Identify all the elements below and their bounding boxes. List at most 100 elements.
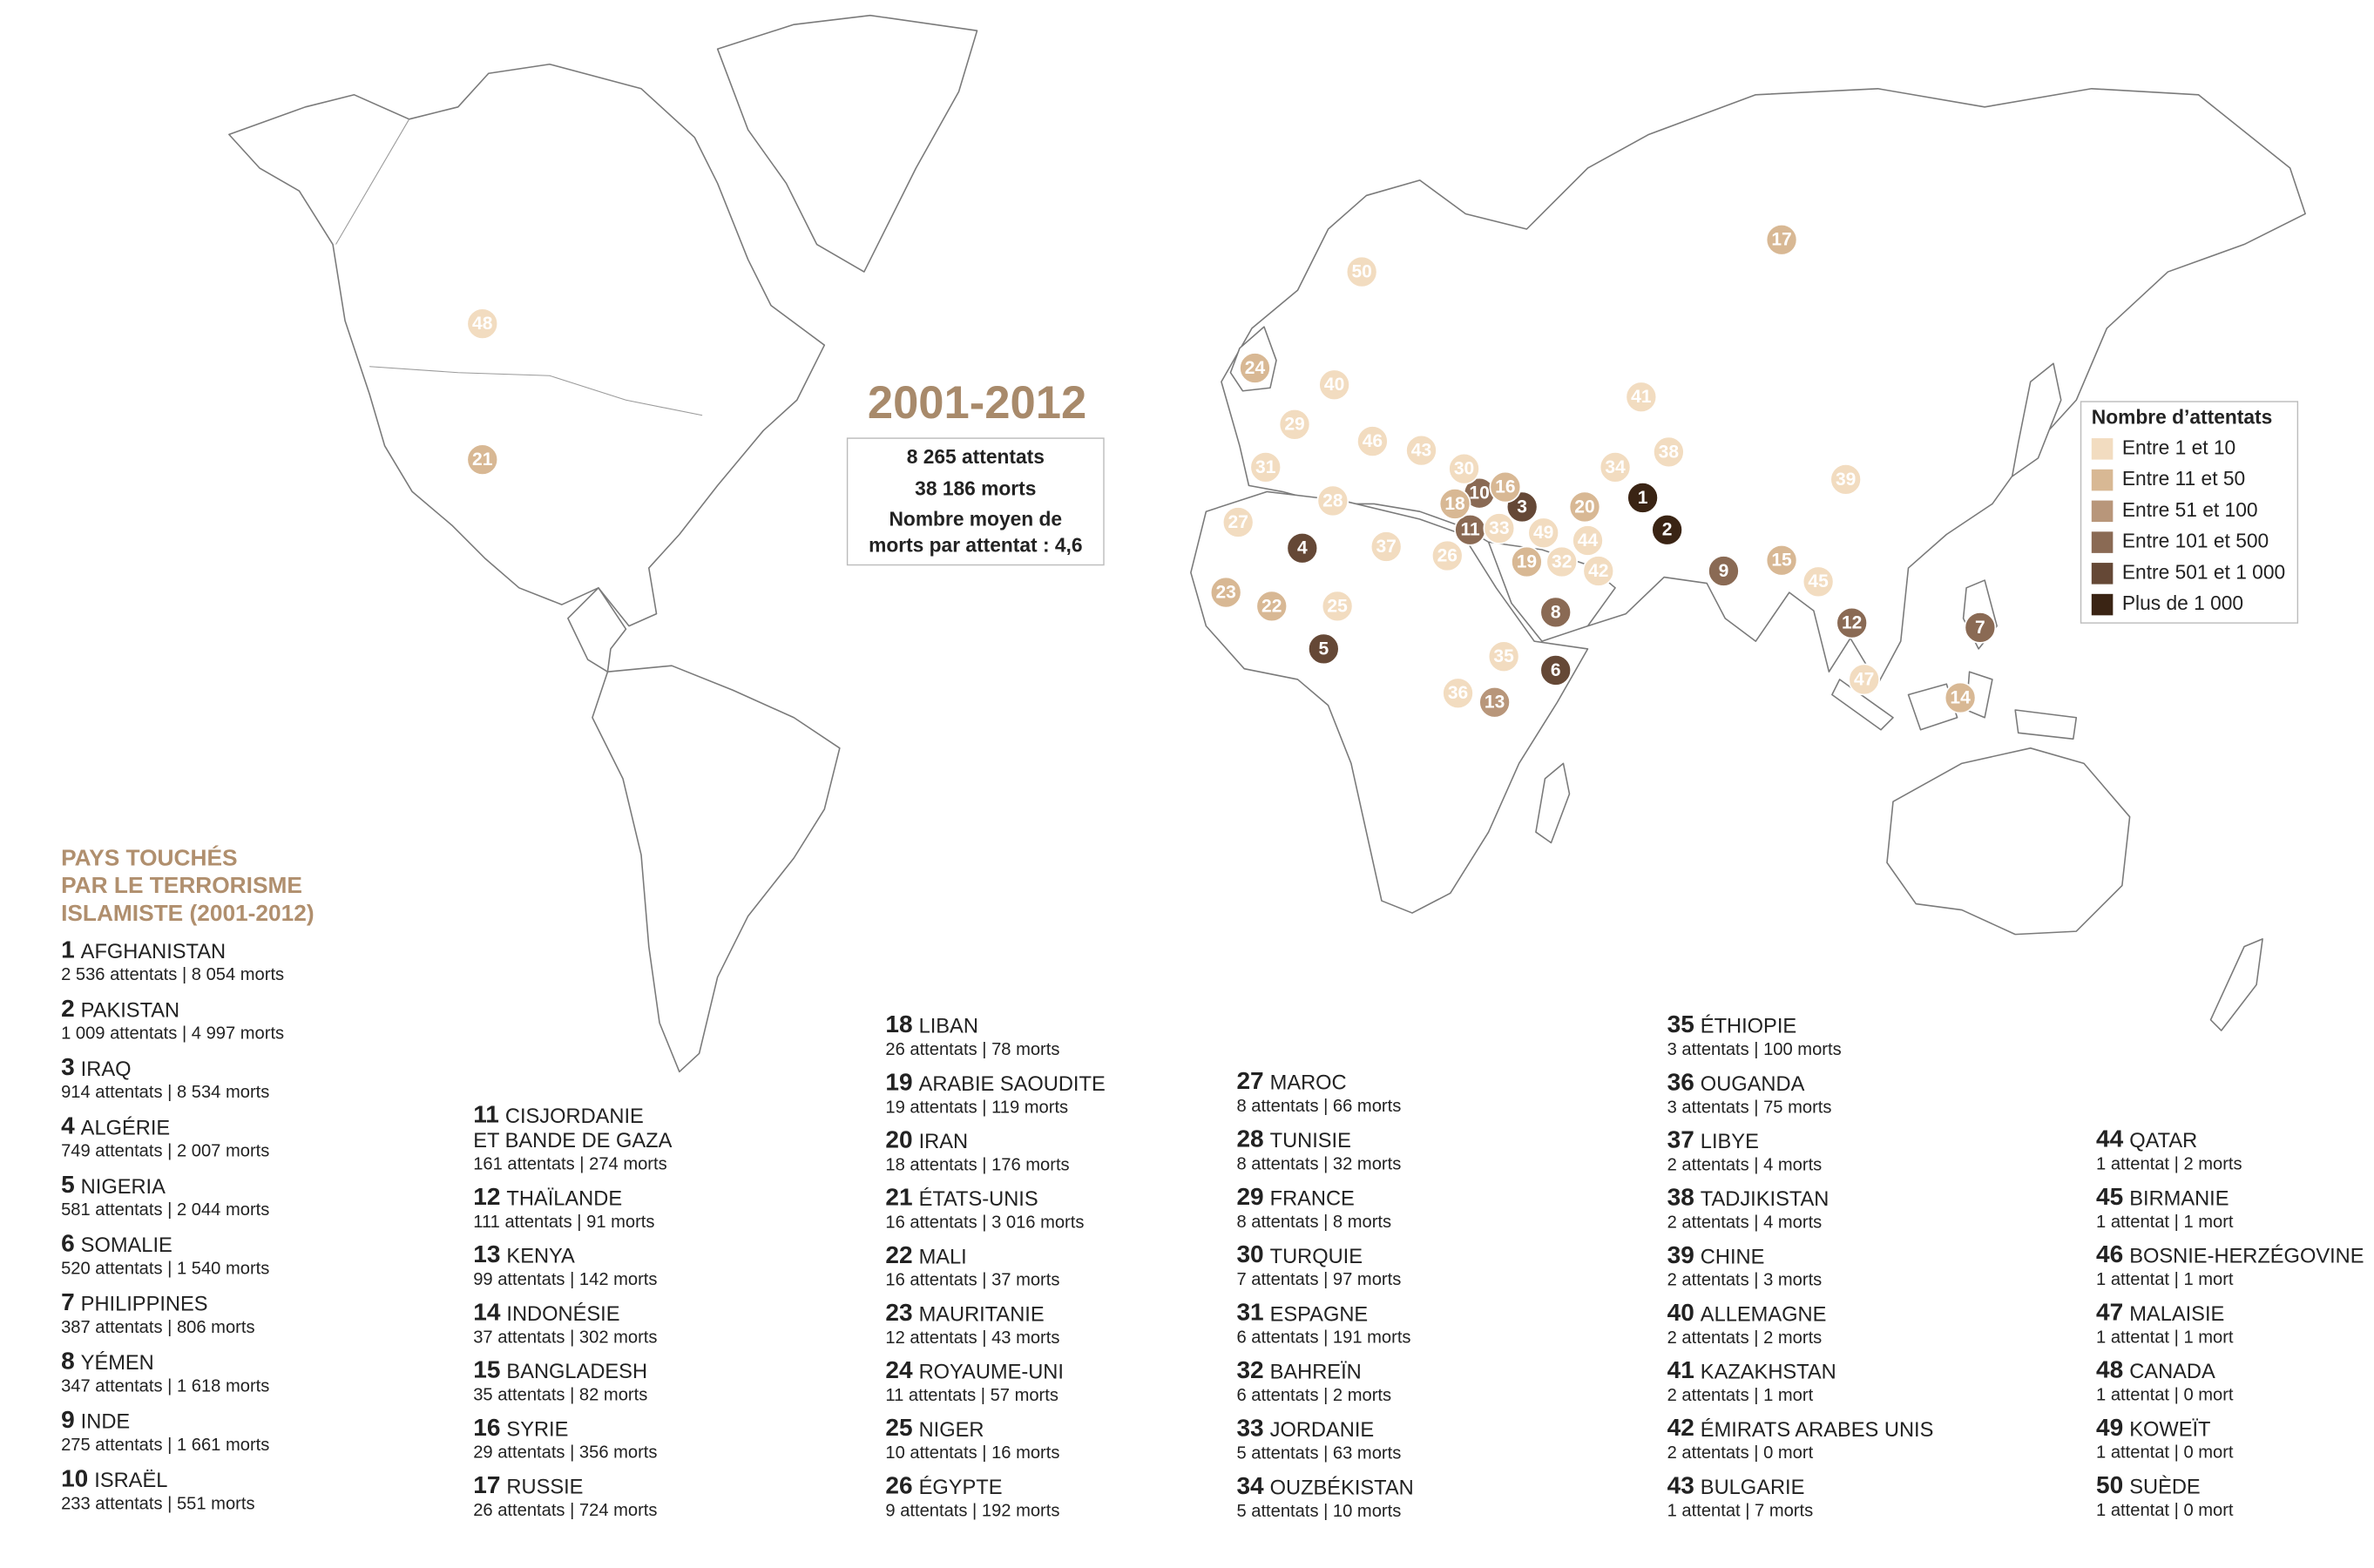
country-marker <box>1370 531 1403 563</box>
marker-label: 18 <box>1444 494 1465 514</box>
country-stats: 1 attentat | 0 mort <box>2096 1501 2234 1520</box>
country-name: NIGERIA <box>81 1176 166 1199</box>
country-marker <box>1527 517 1560 550</box>
country-stats: 8 attentats | 66 morts <box>1236 1097 1401 1116</box>
marker-label: 13 <box>1485 693 1505 713</box>
country-stats: 1 009 attentats | 4 997 morts <box>61 1024 284 1044</box>
country-name: ET BANDE DE GAZA <box>473 1130 672 1152</box>
country-rank: 19 <box>885 1068 912 1095</box>
country-name: INDONÉSIE <box>506 1302 619 1326</box>
country-rank: 35 <box>1667 1010 1694 1037</box>
country-name: BAHREÏN <box>1270 1361 1362 1384</box>
marker-label: 43 <box>1411 441 1431 461</box>
country-stats: 1 attentat | 0 mort <box>2096 1443 2234 1463</box>
country-marker <box>1489 470 1522 504</box>
country-rank: 26 <box>885 1471 912 1498</box>
country-name: QATAR <box>2129 1130 2197 1152</box>
country-marker <box>1405 434 1437 467</box>
country-stats: 2 attentats | 3 morts <box>1667 1271 1823 1290</box>
marker-label: 36 <box>1448 683 1468 703</box>
country-name: BULGARIE <box>1701 1477 1805 1499</box>
country-marker <box>1487 640 1520 673</box>
marker-label: 40 <box>1324 375 1344 395</box>
country-stats: 3 attentats | 75 morts <box>1667 1098 1832 1117</box>
country-name: FRANCE <box>1270 1187 1355 1210</box>
country-marker <box>1438 488 1471 520</box>
country-name: CISJORDANIE <box>505 1105 644 1128</box>
country-name: BIRMANIE <box>2129 1187 2229 1210</box>
country-marker <box>1651 513 1684 546</box>
alaska-border <box>335 118 410 245</box>
country-rank: 50 <box>2096 1471 2123 1498</box>
country-marker <box>1765 223 1798 256</box>
country-marker <box>1708 555 1740 587</box>
country-stats: 37 attentats | 302 morts <box>473 1328 657 1347</box>
country-stats: 8 attentats | 32 morts <box>1236 1154 1401 1173</box>
country-name: LIBAN <box>919 1016 978 1038</box>
country-rank: 18 <box>885 1010 912 1037</box>
country-name: ÉTATS-UNIS <box>919 1187 1038 1211</box>
country-stats: 5 attentats | 63 morts <box>1236 1443 1401 1463</box>
country-rank: 17 <box>473 1471 500 1498</box>
indonesia <box>1831 671 2078 740</box>
country-rank: 20 <box>885 1125 912 1152</box>
country-rank: 29 <box>1236 1183 1263 1210</box>
marker-label: 26 <box>1437 545 1458 565</box>
marker-label: 29 <box>1284 415 1304 435</box>
legend-swatch <box>2091 531 2114 553</box>
country-name: CHINE <box>1701 1246 1765 1268</box>
country-marker <box>1582 555 1615 587</box>
country-stats: 111 attentats | 91 morts <box>473 1213 654 1232</box>
country-stats: 581 attentats | 2 044 morts <box>61 1200 269 1220</box>
country-rank: 48 <box>2096 1356 2123 1383</box>
country-stats: 347 attentats | 1 618 morts <box>61 1377 269 1396</box>
country-rank: 45 <box>2096 1183 2123 1210</box>
marker-label: 3 <box>1517 497 1527 517</box>
country-rank: 10 <box>61 1465 88 1492</box>
marker-label: 22 <box>1261 596 1282 616</box>
marker-label: 17 <box>1771 230 1791 250</box>
marker-label: 31 <box>1255 457 1276 477</box>
country-stats: 1 attentat | 0 mort <box>2096 1386 2234 1405</box>
country-rank: 23 <box>885 1299 912 1326</box>
country-name: AFGHANISTAN <box>81 941 226 963</box>
country-rank: 12 <box>473 1183 500 1210</box>
marker-label: 11 <box>1460 520 1480 540</box>
country-name: KENYA <box>506 1246 575 1268</box>
country-rank: 46 <box>2096 1240 2123 1267</box>
marker-label: 47 <box>1854 669 1874 689</box>
country-marker <box>1345 255 1378 288</box>
marker-label: 7 <box>1975 618 1985 638</box>
japan <box>2011 362 2062 477</box>
country-marker <box>466 443 499 476</box>
country-name: IRAN <box>919 1131 968 1153</box>
country-rank: 24 <box>885 1356 913 1383</box>
country-name: ESPAGNE <box>1270 1303 1369 1326</box>
country-marker <box>1316 484 1349 517</box>
country-marker <box>1572 524 1604 557</box>
country-stats: 6 attentats | 2 morts <box>1236 1386 1391 1405</box>
summary: 8 265 attentats 38 186 morts Nombre moyen … <box>869 445 1082 557</box>
legend-title: Nombre d’attentats <box>2092 405 2272 428</box>
country-stats: 16 attentats | 3 016 morts <box>885 1213 1084 1233</box>
country-name: MAROC <box>1270 1072 1347 1095</box>
marker-label: 23 <box>1215 582 1235 602</box>
country-rank: 32 <box>1236 1356 1263 1383</box>
country-rank: 38 <box>1667 1184 1694 1211</box>
country-marker <box>1307 632 1340 666</box>
country-name: BANGLADESH <box>506 1361 647 1383</box>
country-stats: 9 attentats | 192 morts <box>885 1501 1059 1520</box>
country-rank: 36 <box>1667 1068 1694 1095</box>
country-marker <box>1836 606 1869 639</box>
country-marker <box>1539 654 1573 686</box>
country-stats: 2 attentats | 2 morts <box>1667 1328 1823 1348</box>
legend-label: Entre 101 et 500 <box>2122 530 2269 552</box>
country-name: SYRIE <box>506 1418 568 1441</box>
country-rank: 21 <box>885 1184 912 1211</box>
legend-swatch <box>2091 563 2114 585</box>
country-rank: 25 <box>885 1414 912 1441</box>
country-rank: 39 <box>1667 1241 1694 1268</box>
marker-label: 45 <box>1808 571 1829 591</box>
